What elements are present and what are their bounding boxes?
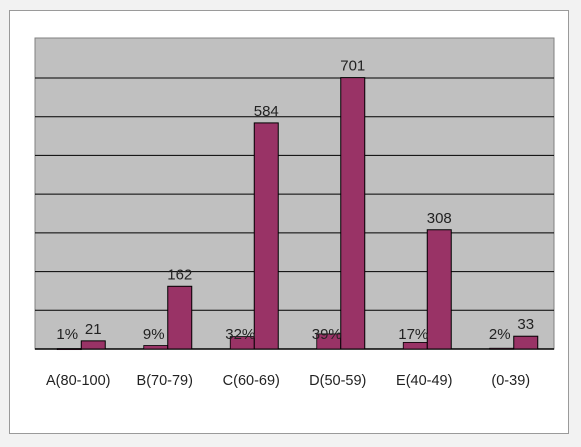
gridlines	[35, 77, 554, 350]
value-label: 584	[254, 103, 279, 120]
x-tick-labels: A(80-100) B(70-79) C(60-69) D(50-59) E(40-49…	[46, 373, 530, 389]
bar-value	[513, 335, 539, 350]
bar-value	[340, 77, 366, 350]
data-labels: 21 1% 162 9% 584 32% 701 39% 308 17% 33 2%	[56, 58, 534, 343]
chart-frame: 21 1% 162 9% 584 32% 701 39% 308 17% 33 2% A(80-100…	[9, 10, 569, 434]
value-label: 21	[85, 321, 102, 338]
x-tick-label: E(40-49)	[396, 373, 452, 389]
bar-percent	[56, 348, 82, 351]
x-tick-label: A(80-100)	[46, 373, 110, 389]
percent-label: 32%	[225, 326, 255, 343]
bar-percent	[143, 345, 169, 350]
value-label: 33	[517, 316, 534, 333]
value-label: 308	[427, 210, 452, 227]
bar-value	[253, 122, 279, 350]
bar-value	[80, 340, 106, 350]
percent-label: 9%	[143, 326, 165, 343]
plot-area	[34, 37, 555, 350]
bar-chart: 21 1% 162 9% 584 32% 701 39% 308 17% 33 2% A(80-100…	[34, 37, 555, 389]
x-tick-label: B(70-79)	[137, 373, 193, 389]
value-label: 701	[340, 58, 365, 75]
percent-label: 1%	[56, 326, 78, 343]
value-label: 162	[167, 266, 192, 283]
bar-percent	[489, 347, 515, 350]
percent-label: 39%	[312, 326, 342, 343]
bars	[56, 77, 539, 351]
bar-percent	[402, 342, 428, 350]
bar-value	[426, 229, 452, 350]
percent-label: 2%	[489, 326, 511, 343]
x-tick-label: C(60-69)	[223, 373, 280, 389]
percent-label: 17%	[398, 326, 428, 343]
x-tick-label: D(50-59)	[309, 373, 366, 389]
x-tick-label: (0-39)	[491, 373, 530, 389]
bar-value	[167, 285, 193, 350]
